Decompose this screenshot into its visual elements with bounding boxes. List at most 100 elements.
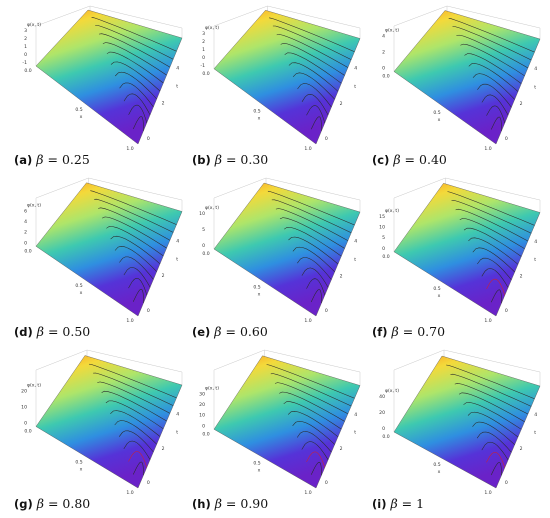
beta-value: 0.70 (417, 324, 446, 339)
contour-line (266, 364, 355, 399)
contour-line (279, 217, 345, 249)
t-tick-label: 0 (325, 308, 328, 314)
beta-symbol: β (36, 496, 44, 511)
t-axis-label: t (176, 429, 178, 435)
z-axis-label: φ(x, t) (385, 208, 399, 214)
x-tick-label: 0.5 (433, 110, 440, 116)
panel-i: 40 20 0 φ(x, t) 0.0 0.5 1.0 x 0 2 4 t (i) β = 1 (368, 346, 546, 518)
contour-line (446, 364, 535, 399)
x-tick-label: 0.0 (24, 429, 31, 435)
t-tick-label: 2 (340, 101, 343, 107)
contour-line (481, 441, 509, 461)
surface-plot: 20 10 0 φ(x, t) 0.0 0.5 1.0 x 0 2 4 t (21, 349, 183, 496)
contour-line (306, 278, 326, 296)
x-tick-label: 0.0 (24, 68, 31, 74)
beta-symbol: β (393, 152, 401, 167)
z-tick-label: 2 (24, 36, 27, 42)
beta-symbol: β (214, 152, 222, 167)
contour-line (271, 199, 352, 234)
z-axis-label: φ(x, t) (27, 22, 41, 28)
z-tick-label: 10 (21, 405, 27, 411)
contour-line (292, 246, 335, 272)
z-tick-label: 0 (202, 243, 205, 249)
equals-sign: = (404, 152, 416, 167)
contour-lines (88, 363, 177, 476)
x-tick-label: 0.0 (382, 74, 389, 80)
contour-line (456, 34, 529, 69)
contour-line (486, 278, 506, 296)
beta-value: 0.80 (62, 496, 91, 511)
equals-sign: = (47, 324, 59, 339)
contour-line (110, 235, 161, 265)
contour-line (119, 82, 154, 108)
z-tick-label: 30 (199, 391, 205, 397)
beta-value: 0.50 (62, 324, 91, 339)
t-axis-label: t (534, 257, 536, 263)
panel-letter: (c) (372, 153, 390, 167)
beta-symbol: β (390, 496, 398, 511)
z-axis-label: φ(x, t) (27, 202, 41, 208)
t-tick-label: 4 (176, 238, 179, 244)
contour-line (284, 52, 342, 84)
z-tick-label: 1 (24, 44, 27, 50)
z-tick-label: 5 (202, 227, 205, 233)
panel-caption: (f) β = 0.70 (372, 324, 445, 339)
z-tick-label: 10 (199, 413, 205, 419)
z-tick-label: 0 (202, 55, 205, 61)
z-axis-label: φ(x, t) (205, 385, 219, 391)
contour-line (301, 441, 329, 460)
beta-symbol: β (36, 152, 44, 167)
t-tick-label: 0 (505, 136, 508, 142)
x-tick-label: 0.5 (253, 461, 260, 467)
panel-letter: (e) (192, 325, 211, 339)
contour-line (106, 226, 164, 257)
t-tick-label: 0 (147, 136, 150, 142)
equals-sign: = (47, 496, 59, 511)
panel-letter: (h) (192, 497, 211, 511)
z-tick-label: 20 (21, 389, 27, 395)
t-tick-label: 2 (520, 101, 523, 107)
contour-line (450, 373, 532, 407)
t-tick-label: 4 (354, 66, 357, 72)
panel-caption: (i) β = 1 (372, 496, 424, 511)
panel-caption: (c) β = 0.40 (372, 152, 447, 167)
contour-line (276, 34, 349, 68)
panel-caption: (e) β = 0.60 (192, 324, 268, 339)
x-tick-label: 0.5 (75, 107, 82, 113)
contour-lines (267, 190, 355, 303)
contour-line (463, 402, 522, 430)
panel-a: 3 2 1 0 -1 φ(x, t) 0.0 0.5 1.0 x 0 2 4 t (a) β = 0.25 (10, 2, 188, 174)
contour-line (468, 237, 519, 265)
x-tick-label: 1.0 (126, 490, 133, 496)
x-tick-label: 0.5 (433, 462, 440, 468)
contour-line (90, 190, 177, 225)
beta-value: 1 (416, 496, 425, 511)
t-tick-label: 4 (534, 66, 537, 72)
contour-lines (446, 364, 535, 476)
contour-line (463, 227, 522, 257)
panel-c: 4 2 0 φ(x, t) 0.0 0.5 1.0 x 0 2 4 t (c) β = 0.40 (368, 2, 546, 174)
contour-line (284, 227, 342, 257)
t-axis-label: t (176, 84, 178, 90)
contour-line (123, 267, 151, 288)
panel-h: 30 20 10 0 φ(x, t) 0.0 0.5 1.0 x 0 2 4 t (h) β = 0.90 (188, 346, 366, 518)
contour-line (95, 25, 174, 60)
t-axis-label: t (534, 430, 536, 436)
x-tick-label: 1.0 (484, 146, 491, 152)
beta-symbol: β (214, 496, 222, 511)
z-tick-label: 6 (24, 208, 27, 214)
t-axis-label: t (354, 84, 356, 90)
surface (35, 355, 183, 489)
z-tick-label: 4 (382, 34, 385, 40)
x-tick-label: 1.0 (484, 490, 491, 496)
contour-line (123, 440, 151, 460)
surface (213, 10, 361, 145)
contour-line (267, 190, 355, 226)
x-tick-label: 0.0 (202, 431, 209, 437)
surface (213, 355, 361, 489)
contour-line (105, 400, 164, 430)
contour-line (132, 288, 144, 303)
z-axis-label: φ(x, t) (385, 388, 399, 394)
t-tick-label: 2 (162, 101, 165, 107)
